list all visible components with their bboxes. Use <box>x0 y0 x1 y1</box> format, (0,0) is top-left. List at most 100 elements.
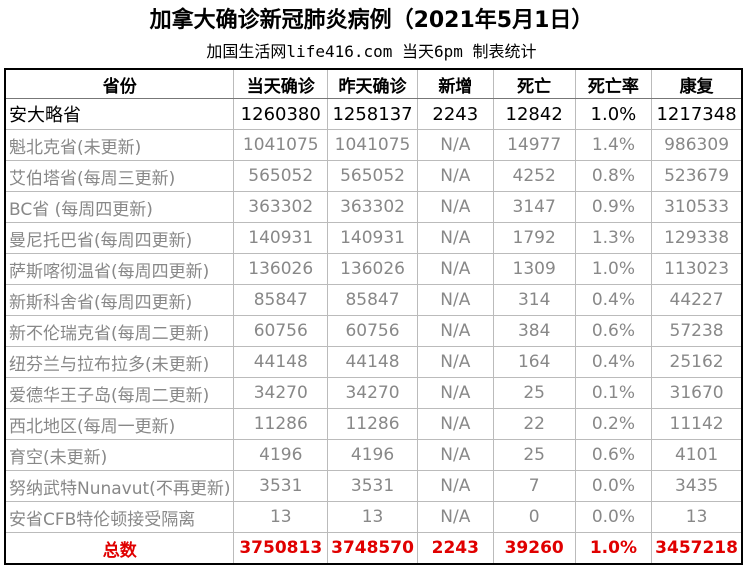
table-row: 育空(未更新) 4196 4196 N/A 25 0.6% 4101 <box>4 439 743 471</box>
title: 加拿大确诊新冠肺炎病例（2021年5月1日） <box>149 8 594 33</box>
value-cell: 85847 <box>233 284 329 316</box>
value-cell: 3435 <box>651 470 743 502</box>
value-cell: 310533 <box>651 191 743 223</box>
value-cell: 3147 <box>492 191 576 223</box>
value-cell: 60756 <box>327 315 418 347</box>
value-cell: 11142 <box>651 408 743 440</box>
table-row: BC省 (每周四更新) 363302 363302 N/A 3147 0.9% 310533 <box>4 191 743 223</box>
value-cell: 565052 <box>327 160 418 192</box>
value-cell: N/A <box>416 377 494 409</box>
value-cell: 25 <box>492 377 576 409</box>
value-cell: 523679 <box>651 160 743 192</box>
value-cell: 34270 <box>327 377 418 409</box>
value-cell: 1.0% <box>574 532 653 565</box>
header-cell: 死亡率 <box>574 68 653 99</box>
value-cell: 57238 <box>651 315 743 347</box>
value-cell: N/A <box>416 191 494 223</box>
table-row: 新斯科舍省(每周四更新) 85847 85847 N/A 314 0.4% 44227 <box>4 284 743 316</box>
value-cell: N/A <box>416 284 494 316</box>
value-cell: 0.4% <box>574 346 653 378</box>
value-cell: 113023 <box>651 253 743 285</box>
value-cell: 13 <box>233 501 329 533</box>
value-cell: 13 <box>651 501 743 533</box>
province-cell: 安大略省 <box>4 98 235 130</box>
value-cell: 3531 <box>233 470 329 502</box>
value-cell: N/A <box>416 129 494 161</box>
table: 省份 当天确诊 昨天确诊 新增 死亡 死亡率 康复 安大略省 1260380 1258137 22… <box>4 68 743 565</box>
value-cell: 0.9% <box>574 191 653 223</box>
value-cell: 4196 <box>327 439 418 471</box>
province-cell: 西北地区(每周一更新) <box>4 408 235 440</box>
table-row: 安大略省 1260380 1258137 2243 12842 1.0% 1217348 <box>4 98 743 130</box>
value-cell: 4101 <box>651 439 743 471</box>
province-cell: 魁北克省(未更新) <box>4 129 235 161</box>
value-cell: N/A <box>416 470 494 502</box>
province-cell: 曼尼托巴省(每周四更新) <box>4 222 235 254</box>
value-cell: N/A <box>416 346 494 378</box>
value-cell: 363302 <box>327 191 418 223</box>
value-cell: N/A <box>416 253 494 285</box>
province-cell: 爱德华王子岛(每周二更新) <box>4 377 235 409</box>
value-cell: 13 <box>327 501 418 533</box>
value-cell: N/A <box>416 439 494 471</box>
table-row: 纽芬兰与拉布拉多(未更新) 44148 44148 N/A 164 0.4% 25162 <box>4 346 743 378</box>
value-cell: N/A <box>416 501 494 533</box>
value-cell: 14977 <box>492 129 576 161</box>
table-row: 艾伯塔省(每周三更新) 565052 565052 N/A 4252 0.8% 523679 <box>4 160 743 192</box>
header-cell: 死亡 <box>492 68 576 99</box>
province-cell: 育空(未更新) <box>4 439 235 471</box>
value-cell: 1.3% <box>574 222 653 254</box>
province-cell: 纽芬兰与拉布拉多(未更新) <box>4 346 235 378</box>
value-cell: 7 <box>492 470 576 502</box>
value-cell: 140931 <box>327 222 418 254</box>
value-cell: 0.1% <box>574 377 653 409</box>
table-row: 西北地区(每周一更新) 11286 11286 N/A 22 0.2% 11142 <box>4 408 743 440</box>
value-cell: 384 <box>492 315 576 347</box>
value-cell: 1041075 <box>233 129 329 161</box>
value-cell: 85847 <box>327 284 418 316</box>
table-row: 新不伦瑞克省(每周二更新) 60756 60756 N/A 384 0.6% 57238 <box>4 315 743 347</box>
table-row: 萨斯喀彻温省(每周四更新) 136026 136026 N/A 1309 1.0% 1130… <box>4 253 743 285</box>
value-cell: 363302 <box>233 191 329 223</box>
header-cell: 昨天确诊 <box>327 68 418 99</box>
table-row: 努纳武特Nunavut(不再更新) 3531 3531 N/A 7 0.0% 3435 <box>4 470 743 502</box>
header-cell: 新增 <box>416 68 494 99</box>
value-cell: 1260380 <box>233 98 329 130</box>
value-cell: 129338 <box>651 222 743 254</box>
value-cell: 60756 <box>233 315 329 347</box>
province-cell: 萨斯喀彻温省(每周四更新) <box>4 253 235 285</box>
value-cell: 25162 <box>651 346 743 378</box>
value-cell: 31670 <box>651 377 743 409</box>
value-cell: 164 <box>492 346 576 378</box>
value-cell: 44148 <box>233 346 329 378</box>
value-cell: 39260 <box>492 532 576 565</box>
table-row: 安省CFB特伦顿接受隔离 13 13 N/A 0 0.0% 13 <box>4 501 743 533</box>
value-cell: 3531 <box>327 470 418 502</box>
header-cell: 当天确诊 <box>233 68 329 99</box>
table-row: 爱德华王子岛(每周二更新) 34270 34270 N/A 25 0.1% 31670 <box>4 377 743 409</box>
value-cell: N/A <box>416 315 494 347</box>
value-cell: 1.0% <box>574 253 653 285</box>
value-cell: 0.6% <box>574 439 653 471</box>
value-cell: 2243 <box>416 98 494 130</box>
value-cell: 0.8% <box>574 160 653 192</box>
table-row: 总数 3750813 3748570 2243 39260 1.0% 3457218 <box>4 532 743 565</box>
province-cell: 新斯科舍省(每周四更新) <box>4 284 235 316</box>
value-cell: 0 <box>492 501 576 533</box>
value-cell: 140931 <box>233 222 329 254</box>
value-cell: 11286 <box>327 408 418 440</box>
table-row: 魁北克省(未更新) 1041075 1041075 N/A 14977 1.4% 98630… <box>4 129 743 161</box>
value-cell: 12842 <box>492 98 576 130</box>
value-cell: 2243 <box>416 532 494 565</box>
value-cell: 4252 <box>492 160 576 192</box>
table-row: 曼尼托巴省(每周四更新) 140931 140931 N/A 1792 1.3% 12933… <box>4 222 743 254</box>
value-cell: 136026 <box>233 253 329 285</box>
province-cell: BC省 (每周四更新) <box>4 191 235 223</box>
value-cell: 11286 <box>233 408 329 440</box>
value-cell: 0.4% <box>574 284 653 316</box>
value-cell: 3748570 <box>327 532 418 565</box>
header-row: 省份 当天确诊 昨天确诊 新增 死亡 死亡率 康复 <box>4 68 743 99</box>
value-cell: 1041075 <box>327 129 418 161</box>
value-cell: 0.0% <box>574 470 653 502</box>
value-cell: 0.0% <box>574 501 653 533</box>
